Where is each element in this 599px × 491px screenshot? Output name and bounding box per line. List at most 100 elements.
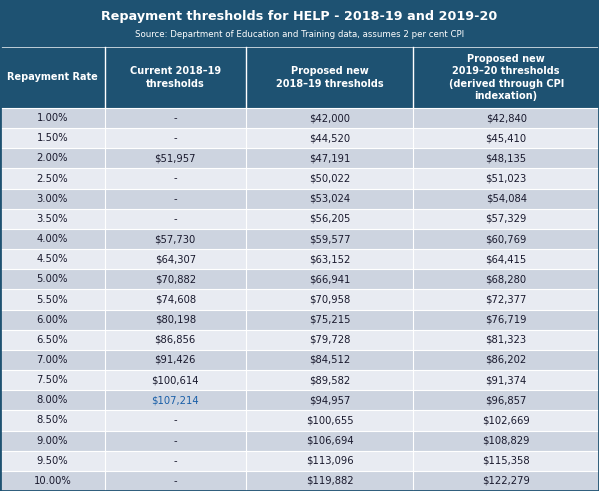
Text: 10.00%: 10.00%: [34, 476, 71, 486]
Text: $107,214: $107,214: [152, 395, 199, 405]
Bar: [105, 471, 246, 491]
Text: $53,024: $53,024: [309, 194, 350, 204]
Bar: [246, 431, 413, 451]
Bar: [246, 451, 413, 471]
Bar: [246, 189, 413, 209]
Text: $89,582: $89,582: [309, 375, 350, 385]
Text: $63,152: $63,152: [308, 254, 350, 264]
Text: $60,769: $60,769: [485, 234, 527, 244]
Bar: [0, 410, 105, 431]
Text: $42,840: $42,840: [486, 113, 527, 123]
Text: 4.00%: 4.00%: [37, 234, 68, 244]
Bar: [413, 47, 599, 108]
Bar: [246, 209, 413, 229]
Text: -: -: [173, 194, 177, 204]
Text: $51,023: $51,023: [486, 174, 527, 184]
Bar: [0, 471, 105, 491]
Bar: [413, 410, 599, 431]
Bar: [413, 168, 599, 189]
Bar: [246, 289, 413, 310]
Bar: [0, 330, 105, 350]
Text: 5.50%: 5.50%: [37, 295, 68, 304]
Text: 6.00%: 6.00%: [37, 315, 68, 325]
Bar: [413, 128, 599, 148]
Text: 3.00%: 3.00%: [37, 194, 68, 204]
Text: -: -: [173, 133, 177, 143]
Text: -: -: [173, 214, 177, 224]
Bar: [105, 310, 246, 330]
Text: $119,882: $119,882: [305, 476, 353, 486]
Text: Proposed new
2019–20 thresholds
(derived through CPI
indexation): Proposed new 2019–20 thresholds (derived…: [449, 54, 564, 101]
Bar: [246, 410, 413, 431]
Text: $74,608: $74,608: [155, 295, 196, 304]
Text: $86,202: $86,202: [486, 355, 527, 365]
Bar: [0, 310, 105, 330]
Text: $47,191: $47,191: [308, 153, 350, 164]
Text: Source: Department of Education and Training data, assumes 2 per cent CPI: Source: Department of Education and Trai…: [135, 30, 464, 39]
Text: $80,198: $80,198: [155, 315, 196, 325]
Text: $57,730: $57,730: [155, 234, 196, 244]
Text: $86,856: $86,856: [155, 335, 196, 345]
Bar: [413, 189, 599, 209]
Text: 2.00%: 2.00%: [37, 153, 68, 164]
Bar: [105, 330, 246, 350]
Text: 6.50%: 6.50%: [37, 335, 68, 345]
Text: $94,957: $94,957: [308, 395, 350, 405]
Text: -: -: [173, 436, 177, 446]
Text: $91,374: $91,374: [486, 375, 527, 385]
Bar: [413, 229, 599, 249]
Text: $113,096: $113,096: [305, 456, 353, 466]
Bar: [105, 209, 246, 229]
Text: $108,829: $108,829: [482, 436, 530, 446]
Bar: [0, 249, 105, 269]
Text: 9.00%: 9.00%: [37, 436, 68, 446]
Text: 7.00%: 7.00%: [37, 355, 68, 365]
Bar: [0, 108, 105, 128]
Bar: [0, 289, 105, 310]
Bar: [105, 229, 246, 249]
Bar: [0, 47, 105, 108]
Bar: [246, 471, 413, 491]
Bar: [246, 108, 413, 128]
Text: $70,958: $70,958: [309, 295, 350, 304]
Text: $42,000: $42,000: [309, 113, 350, 123]
Bar: [0, 209, 105, 229]
Text: $102,669: $102,669: [482, 415, 530, 425]
Text: 1.00%: 1.00%: [37, 113, 68, 123]
Bar: [246, 269, 413, 289]
Bar: [0, 168, 105, 189]
Bar: [246, 168, 413, 189]
Bar: [413, 370, 599, 390]
Text: $106,694: $106,694: [305, 436, 353, 446]
Text: $64,415: $64,415: [486, 254, 527, 264]
Text: $100,655: $100,655: [305, 415, 353, 425]
Bar: [413, 269, 599, 289]
Text: $51,957: $51,957: [155, 153, 196, 164]
Bar: [413, 209, 599, 229]
Text: -: -: [173, 174, 177, 184]
Bar: [246, 148, 413, 168]
Text: $79,728: $79,728: [308, 335, 350, 345]
Text: $45,410: $45,410: [486, 133, 527, 143]
Bar: [105, 148, 246, 168]
Text: 3.50%: 3.50%: [37, 214, 68, 224]
Text: $81,323: $81,323: [486, 335, 527, 345]
Text: 9.50%: 9.50%: [37, 456, 68, 466]
Bar: [105, 168, 246, 189]
Bar: [246, 229, 413, 249]
Text: 8.00%: 8.00%: [37, 395, 68, 405]
Bar: [246, 128, 413, 148]
Bar: [105, 370, 246, 390]
Bar: [105, 350, 246, 370]
Text: $72,377: $72,377: [485, 295, 527, 304]
Text: 1.50%: 1.50%: [37, 133, 68, 143]
Text: $84,512: $84,512: [309, 355, 350, 365]
Bar: [413, 249, 599, 269]
Text: Repayment thresholds for HELP - 2018-19 and 2019-20: Repayment thresholds for HELP - 2018-19 …: [101, 10, 498, 23]
Bar: [413, 289, 599, 310]
Text: $68,280: $68,280: [486, 274, 527, 284]
Bar: [413, 471, 599, 491]
Bar: [0, 128, 105, 148]
Bar: [413, 451, 599, 471]
Text: $96,857: $96,857: [485, 395, 527, 405]
